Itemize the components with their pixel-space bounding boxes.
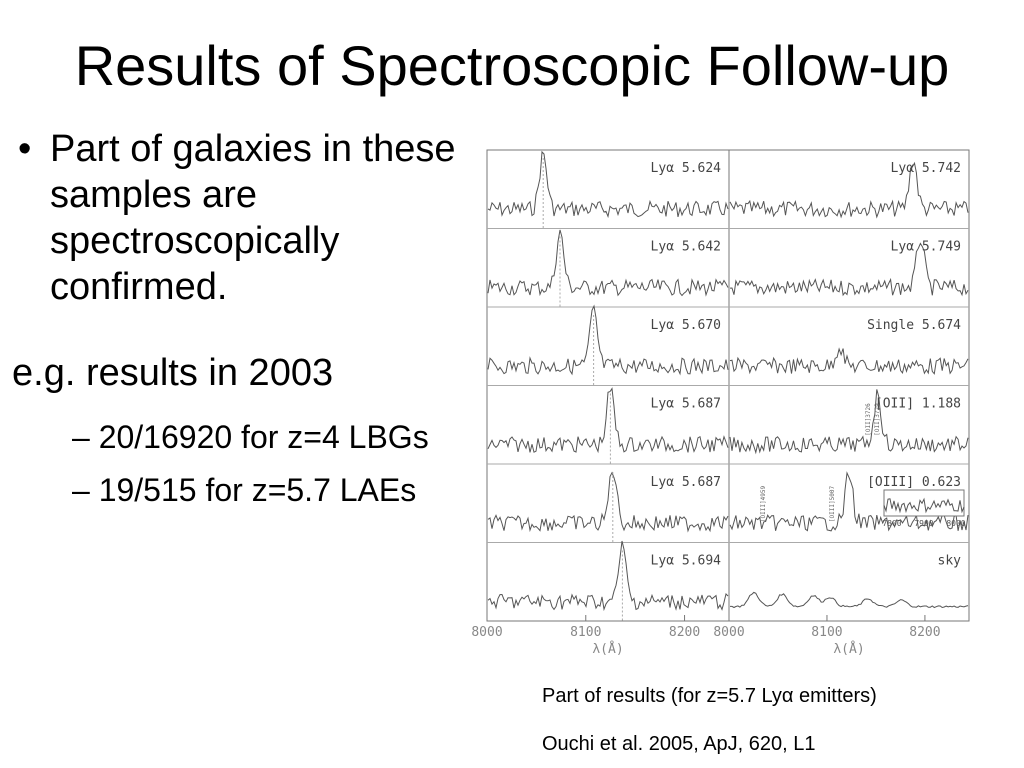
figure-caption: Part of results (for z=5.7 Lyα emitters) <box>542 685 877 707</box>
panel-label: [OII] 1.188 <box>875 397 961 412</box>
panel-label: Lyα 5.642 <box>651 240 721 255</box>
inset-tick-label: 7900 <box>914 519 933 528</box>
figure-citation: Ouchi et al. 2005, ApJ, 620, L1 <box>542 733 816 755</box>
marker-label: [OII]3726 <box>865 403 872 436</box>
panel-label: Lyα 5.624 <box>651 161 722 176</box>
inset-tick-label: 8000 <box>946 519 965 528</box>
spectrum-left <box>487 229 729 297</box>
spectrum-right <box>730 591 969 609</box>
bullet-dot: • <box>18 128 32 170</box>
inset-tick-label: 7800 <box>882 519 901 528</box>
x-axis-label: λ(Å) <box>833 641 864 657</box>
spectrum-right <box>729 161 969 219</box>
spectrum-left <box>487 304 729 376</box>
spectrum-right <box>729 242 969 297</box>
x-axis-label: λ(Å) <box>592 641 623 657</box>
spectra-figure: Lyα 5.624 Lyα 5.742 Lyα 5.642 Lyα 5.749 Lyα … <box>462 140 974 675</box>
bullet-item: • Part of galaxies in these samples are … <box>18 126 458 310</box>
panel-label: Lyα 5.742 <box>891 161 961 176</box>
x-tick-label: 8100 <box>570 625 601 640</box>
sub-bullet-text: 20/16920 for z=4 LBGs <box>98 419 429 455</box>
sub-bullet-dash: – <box>72 419 90 455</box>
spectrum-right <box>729 471 969 532</box>
panel-label: Single 5.674 <box>867 318 961 333</box>
sub-bullet-text: 19/515 for z=5.7 LAEs <box>98 472 417 508</box>
marker-label: [OIII]5007 <box>829 486 836 523</box>
sub-bullet-dash: – <box>72 472 90 508</box>
bullet-text: Part of galaxies in these samples are sp… <box>50 128 456 308</box>
panel-label: Lyα 5.687 <box>651 475 721 490</box>
slide-title: Results of Spectroscopic Follow-up <box>74 34 950 97</box>
inset-box <box>883 489 965 517</box>
panel-label: sky <box>938 554 962 569</box>
sub-bullet-item: – 20/16920 for z=4 LBGs <box>72 417 429 457</box>
panel-label: [OIII] 0.623 <box>867 475 961 490</box>
example-heading: e.g. results in 2003 <box>12 352 334 394</box>
panel-label: Lyα 5.687 <box>651 397 721 412</box>
x-tick-label: 8100 <box>811 625 842 640</box>
x-tick-label: 8000 <box>471 625 502 640</box>
inset-spectrum <box>883 497 965 514</box>
spectrum-left <box>487 150 729 219</box>
marker-label: [OII]3729 <box>874 403 881 436</box>
panel-label: Lyα 5.670 <box>651 318 721 333</box>
x-tick-label: 8200 <box>669 625 700 640</box>
x-tick-label: 8000 <box>713 625 744 640</box>
marker-label: [OIII]4959 <box>760 486 767 523</box>
x-tick-label: 8200 <box>909 625 940 640</box>
panel-label: Lyα 5.694 <box>651 554 722 569</box>
spectrum-left <box>487 387 729 454</box>
panel-label: Lyα 5.749 <box>891 240 961 255</box>
spectrum-right <box>729 347 969 375</box>
spectra-plot: Lyα 5.624 Lyα 5.742 Lyα 5.642 Lyα 5.749 Lyα … <box>471 149 970 657</box>
spectrum-left <box>487 540 729 612</box>
sub-bullet-item: – 19/515 for z=5.7 LAEs <box>72 470 416 510</box>
spectrum-left <box>487 471 729 533</box>
spectrum-right <box>729 389 969 455</box>
